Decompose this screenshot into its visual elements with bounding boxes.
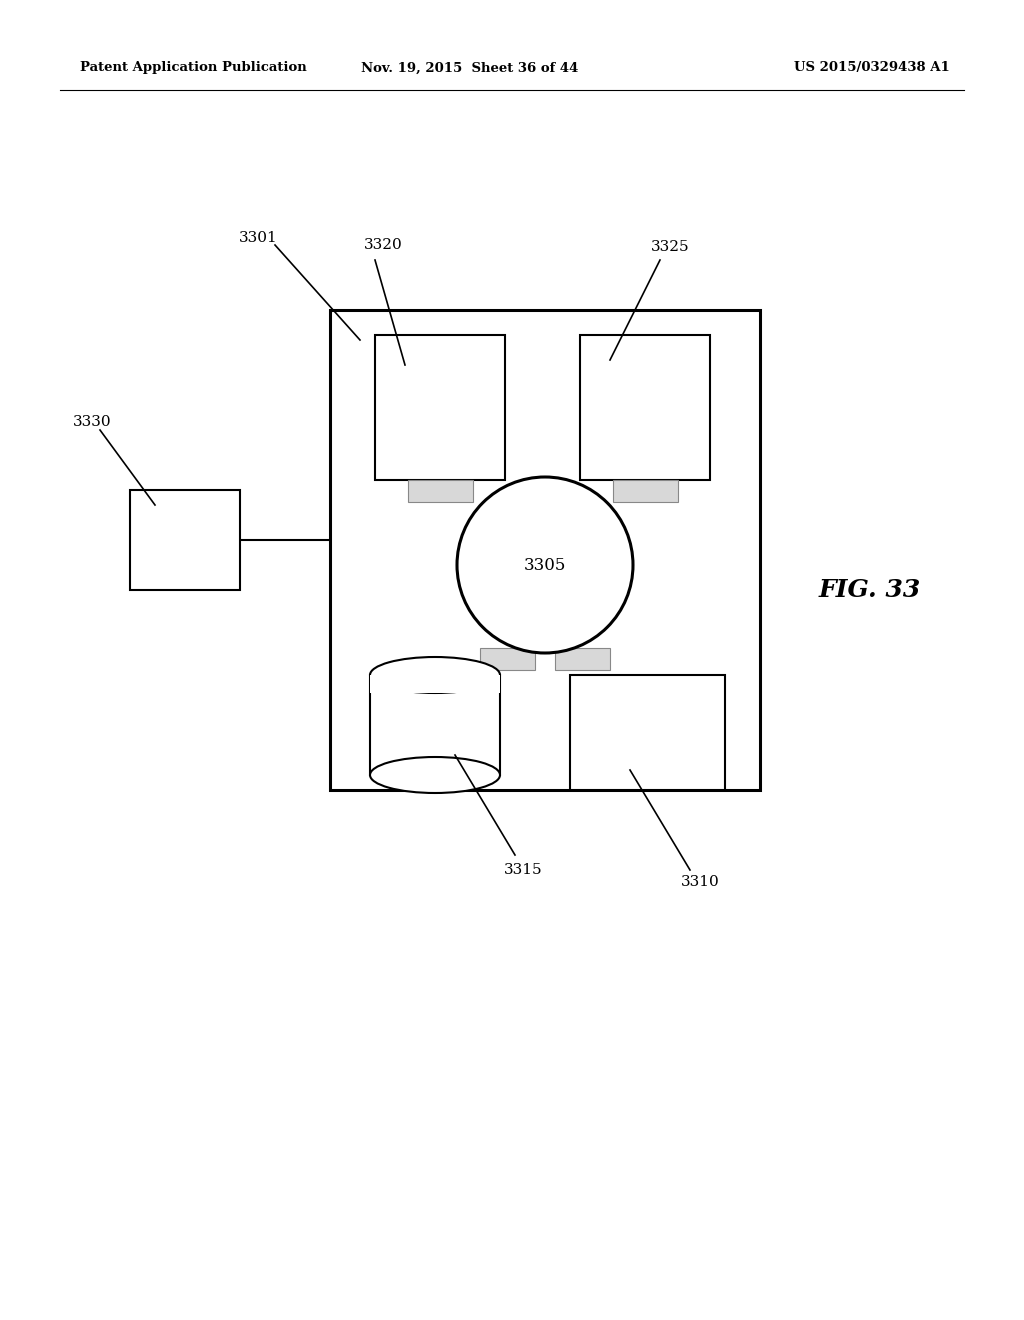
Text: 3320: 3320 (364, 238, 402, 252)
Ellipse shape (370, 657, 500, 693)
Text: 3310: 3310 (681, 875, 720, 888)
Text: Nov. 19, 2015  Sheet 36 of 44: Nov. 19, 2015 Sheet 36 of 44 (361, 62, 579, 74)
Bar (330, 310, 760, 789)
Bar (612, 480, 678, 502)
Text: FIG. 33: FIG. 33 (819, 578, 922, 602)
Bar (370, 675, 500, 693)
Bar (408, 480, 472, 502)
Bar (555, 648, 610, 671)
Circle shape (457, 477, 633, 653)
Bar (580, 335, 710, 480)
Text: US 2015/0329438 A1: US 2015/0329438 A1 (795, 62, 950, 74)
Ellipse shape (370, 756, 500, 793)
Text: 3301: 3301 (239, 231, 278, 246)
Bar (570, 675, 725, 789)
Text: 3305: 3305 (524, 557, 566, 573)
Bar (130, 490, 240, 590)
Text: 3325: 3325 (650, 240, 689, 253)
Text: Patent Application Publication: Patent Application Publication (80, 62, 307, 74)
Bar (480, 648, 535, 671)
Bar (375, 335, 505, 480)
Text: 3330: 3330 (73, 414, 112, 429)
Text: 3315: 3315 (504, 863, 543, 876)
